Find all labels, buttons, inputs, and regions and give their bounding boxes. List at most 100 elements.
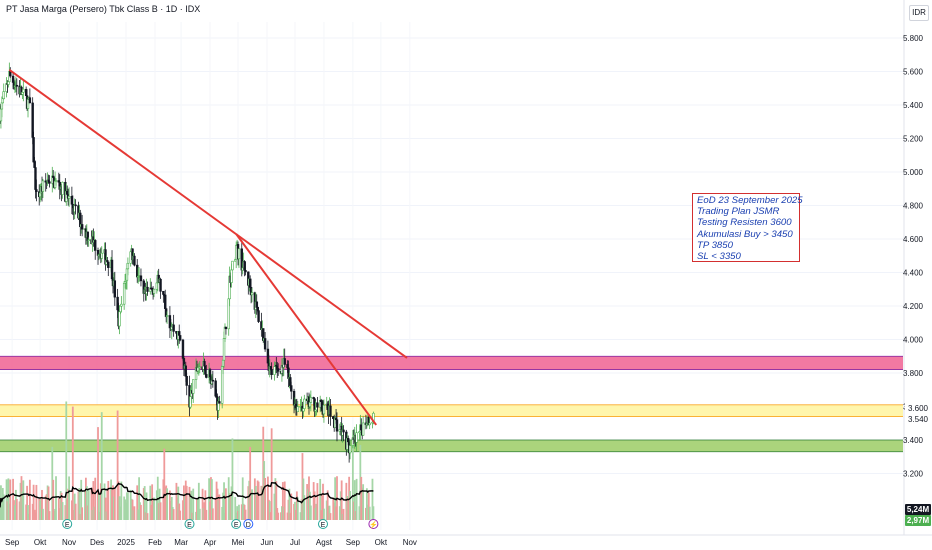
volume-bar <box>155 490 158 520</box>
volume-bar <box>57 498 60 520</box>
earnings-label: E <box>234 522 239 529</box>
volume-bar <box>196 498 198 520</box>
volume-bar <box>264 478 267 520</box>
volume-bar <box>126 492 129 520</box>
volume-bar <box>290 493 293 520</box>
volume-bar <box>294 501 296 520</box>
volume-bar <box>41 489 43 520</box>
volume-bar <box>53 510 56 520</box>
volume-bar <box>338 506 341 520</box>
volume-bar <box>321 493 323 520</box>
volume-bar <box>22 480 25 520</box>
volume-bar <box>2 494 5 520</box>
candle-body <box>309 397 313 403</box>
volume-bar <box>112 496 115 520</box>
volume-bar <box>33 509 36 520</box>
volume-bar <box>110 479 112 520</box>
volume-bar <box>229 494 232 520</box>
volume-ma-tag: 2,97M <box>905 515 931 526</box>
volume-bar <box>169 500 172 520</box>
note-line: EoD 23 September 2025 <box>697 195 803 206</box>
volume-bar <box>98 511 101 520</box>
candle-body <box>244 270 247 273</box>
volume-bar <box>315 503 318 520</box>
volume-bar <box>39 500 42 520</box>
volume-bar <box>84 491 86 520</box>
volume-bar <box>368 506 371 520</box>
x-tick-label: 2025 <box>117 538 135 547</box>
volume-bar <box>71 406 74 520</box>
candle-body <box>48 181 51 184</box>
volume-bar <box>170 496 173 520</box>
x-tick-label: Agst <box>316 538 333 547</box>
price-tag-current: 3.540 <box>905 414 931 425</box>
trading-plan-note[interactable]: EoD 23 September 2025 Trading Plan JSMR … <box>692 193 803 263</box>
y-tick-label: 5.400 <box>903 101 924 110</box>
volume-bar <box>256 480 259 520</box>
volume-bar <box>244 509 247 520</box>
volume-bar <box>366 504 369 520</box>
x-tick-label: Jul <box>290 538 300 547</box>
volume-bar <box>137 509 140 520</box>
volume-tag: 5,24M <box>905 504 931 515</box>
candle-body <box>181 339 185 359</box>
volume-bar <box>217 500 220 520</box>
volume-bar <box>178 503 181 520</box>
x-tick-label: Okt <box>34 538 47 547</box>
volume-bar <box>222 492 225 520</box>
x-tick-label: Nov <box>403 538 417 547</box>
note-line: Trading Plan JSMR <box>697 206 780 218</box>
volume-bar <box>185 485 188 520</box>
volume-bar <box>163 448 166 520</box>
volume-bar <box>106 489 109 520</box>
volume-bar <box>208 478 211 520</box>
note-line: SL < 3350 <box>697 251 741 263</box>
candle-body <box>28 97 32 104</box>
volume-bar <box>143 486 146 520</box>
volume-bar <box>55 476 57 520</box>
volume-bar <box>68 476 70 520</box>
volume-bar <box>42 508 44 520</box>
volume-bar <box>227 477 230 520</box>
volume-bar <box>116 410 119 520</box>
candle-body <box>211 379 215 382</box>
candle-body <box>74 204 77 207</box>
candle-body <box>192 379 195 394</box>
volume-bar <box>58 508 61 520</box>
volume-bar <box>72 510 75 520</box>
candle-body <box>126 262 130 270</box>
candle-body <box>224 326 228 330</box>
volume-bar <box>66 498 69 520</box>
volume-bar <box>210 477 212 520</box>
volume-bar <box>61 502 64 520</box>
volume-bar <box>164 487 167 520</box>
volume-bar <box>228 492 231 520</box>
volume-bar <box>362 484 365 520</box>
volume-bar <box>325 500 328 520</box>
volume-bar <box>91 510 94 520</box>
volume-bar <box>283 481 286 520</box>
volume-bar <box>195 511 197 520</box>
volume-bar <box>93 506 96 520</box>
volume-bar <box>70 500 73 520</box>
volume-bar <box>44 495 47 520</box>
volume-bar <box>243 504 246 520</box>
zone-support <box>0 440 903 452</box>
dividend-marker <box>243 519 254 529</box>
volume-bar <box>120 481 123 520</box>
currency-label[interactable]: IDR <box>909 5 929 21</box>
volume-bar <box>78 488 81 520</box>
volume-bar <box>139 502 141 520</box>
candle-body <box>237 248 241 260</box>
volume-bar <box>289 512 292 520</box>
volume-bar <box>296 497 299 520</box>
volume-bar <box>14 489 17 520</box>
volume-bar <box>211 479 213 520</box>
volume-bar <box>47 486 50 520</box>
volume-bar <box>327 506 330 520</box>
volume-bar <box>299 512 302 520</box>
volume-bar <box>153 497 155 520</box>
candle-body <box>360 424 363 431</box>
volume-bar <box>205 509 208 520</box>
